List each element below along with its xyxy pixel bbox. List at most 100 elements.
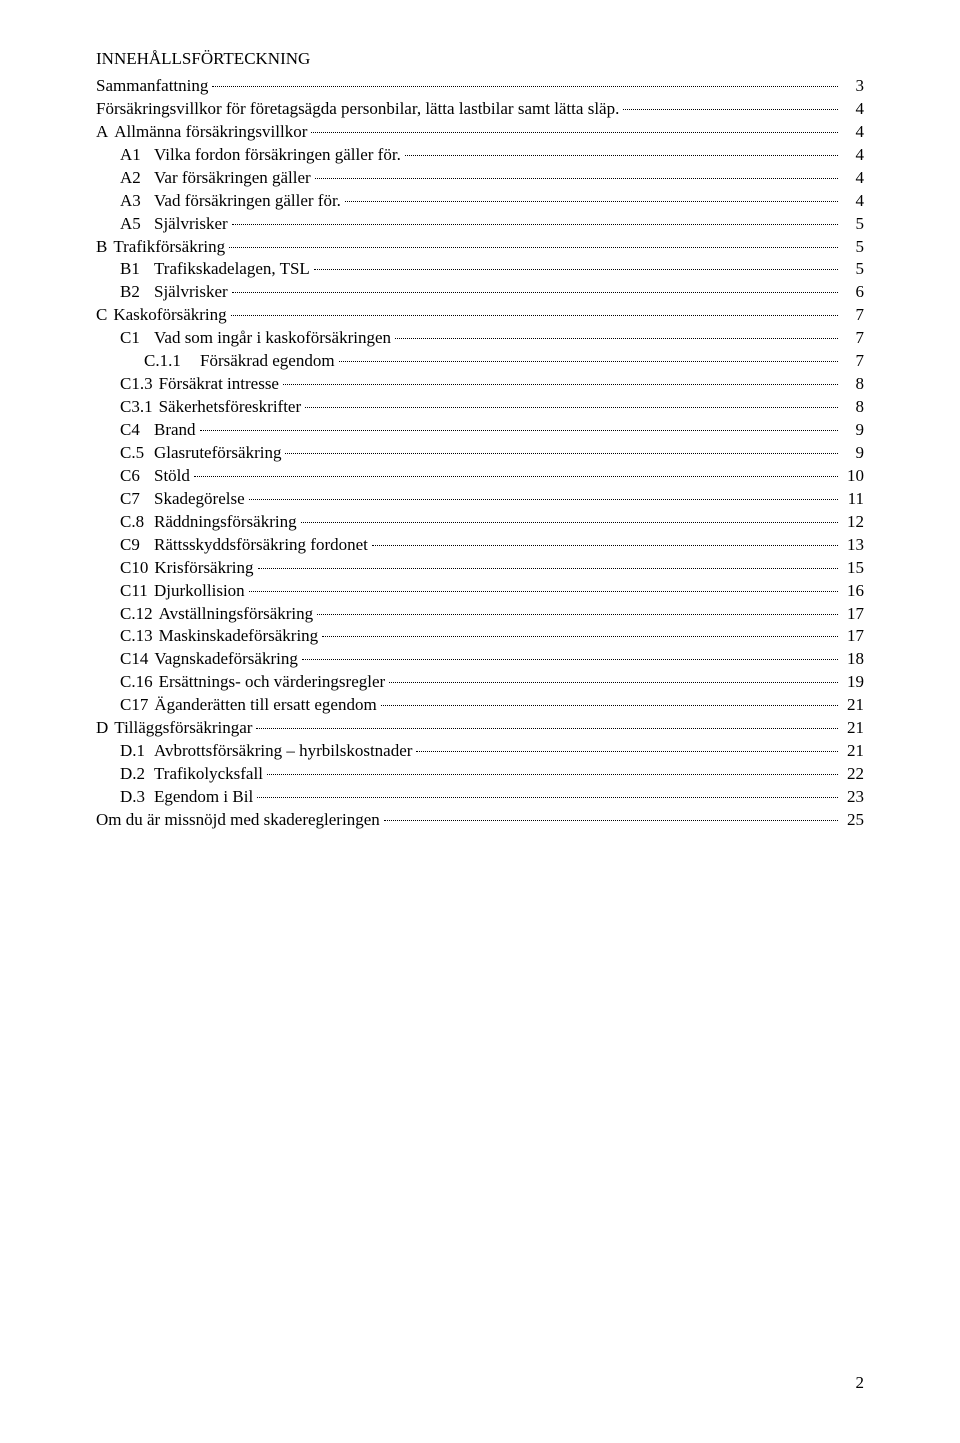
toc-entry: C1Vad som ingår i kaskoförsäkringen 7 xyxy=(96,327,864,350)
toc-entry-code: D.2 xyxy=(120,763,154,786)
page-number: 2 xyxy=(96,1372,864,1395)
toc-entry-code: C xyxy=(96,304,113,327)
toc-heading: INNEHÅLLSFÖRTECKNING xyxy=(96,48,864,71)
toc-entry: C.1.1Försäkrad egendom7 xyxy=(96,350,864,373)
toc-entry-page: 3 xyxy=(840,75,864,98)
toc-leader xyxy=(416,751,838,752)
toc-leader xyxy=(194,476,838,477)
toc-entry-code: C11 xyxy=(120,580,154,603)
toc-entry-label: Rättsskyddsförsäkring fordonet xyxy=(154,534,370,557)
toc-entry-code: C.12 xyxy=(120,603,159,626)
toc-leader xyxy=(395,338,838,339)
toc-entry-label: Maskinskadeförsäkring xyxy=(159,625,321,648)
toc-entry-code: A3 xyxy=(120,190,154,213)
toc-entry: AAllmänna försäkringsvillkor 4 xyxy=(96,121,864,144)
toc-leader xyxy=(200,430,838,431)
toc-leader xyxy=(405,155,838,156)
toc-entry: C14Vagnskadeförsäkring18 xyxy=(96,648,864,671)
toc-entry: D.3Egendom i Bil23 xyxy=(96,786,864,809)
toc-entry-label: Självrisker xyxy=(154,213,230,236)
toc-entry: A3Vad försäkringen gäller för. 4 xyxy=(96,190,864,213)
toc-entry-label: Äganderätten till ersatt egendom xyxy=(154,694,378,717)
toc-entry: DTilläggsförsäkringar21 xyxy=(96,717,864,740)
toc-entry-page: 15 xyxy=(840,557,864,580)
toc-leader xyxy=(212,86,838,87)
toc-entry-code: C4 xyxy=(120,419,154,442)
toc-entry-page: 4 xyxy=(840,144,864,167)
toc-entry: C4Brand9 xyxy=(96,419,864,442)
toc-entry-code: C.13 xyxy=(120,625,159,648)
toc-entry-label: Räddningsförsäkring xyxy=(154,511,299,534)
toc-entry-code: C1 xyxy=(120,327,154,350)
toc-entry-label: Vad som ingår i kaskoförsäkringen xyxy=(154,327,393,350)
toc-entry-page: 10 xyxy=(840,465,864,488)
toc-leader xyxy=(301,522,838,523)
toc-entry-code: A2 xyxy=(120,167,154,190)
toc-entry-page: 5 xyxy=(840,258,864,281)
toc-leader xyxy=(305,407,838,408)
toc-entry-page: 9 xyxy=(840,442,864,465)
toc-entry-page: 13 xyxy=(840,534,864,557)
toc-entry-page: 4 xyxy=(840,190,864,213)
toc-entry-label: Egendom i Bil xyxy=(154,786,255,809)
toc-entry: C6Stöld 10 xyxy=(96,465,864,488)
toc-entry-code: A xyxy=(96,121,114,144)
toc-entry-label: Avställningsförsäkring xyxy=(159,603,316,626)
toc-entry: C.12Avställningsförsäkring17 xyxy=(96,603,864,626)
toc-leader xyxy=(372,545,838,546)
toc-leader xyxy=(314,269,838,270)
toc-leader xyxy=(231,315,838,316)
toc-entry-code: B2 xyxy=(120,281,154,304)
toc-entry-label: Försäkrad egendom xyxy=(200,350,337,373)
toc-entry-label: Var försäkringen gäller xyxy=(154,167,313,190)
toc-entry-code: D.1 xyxy=(120,740,154,763)
toc-entry: Sammanfattning3 xyxy=(96,75,864,98)
toc-entry-code: C6 xyxy=(120,465,154,488)
toc-entry-code: C14 xyxy=(120,648,154,671)
toc-entry: BTrafikförsäkring 5 xyxy=(96,236,864,259)
toc-entry-label: Trafikförsäkring xyxy=(113,236,227,259)
toc-leader xyxy=(267,774,838,775)
toc-entry-label: Vagnskadeförsäkring xyxy=(154,648,300,671)
toc-entry-page: 4 xyxy=(840,167,864,190)
toc-entry: C.16Ersättnings- och värderingsregler19 xyxy=(96,671,864,694)
toc-entry: C3.1Säkerhetsföreskrifter8 xyxy=(96,396,864,419)
toc-entry: Försäkringsvillkor för företagsägda pers… xyxy=(96,98,864,121)
toc-entry: CKaskoförsäkring7 xyxy=(96,304,864,327)
toc-leader xyxy=(623,109,838,110)
toc-entry: C.5Glasruteförsäkring9 xyxy=(96,442,864,465)
toc-entry-page: 4 xyxy=(840,121,864,144)
toc-entry-label: Skadegörelse xyxy=(154,488,247,511)
toc-entry-label: Brand xyxy=(154,419,198,442)
toc-entry-page: 4 xyxy=(840,98,864,121)
toc-entry: B2Självrisker6 xyxy=(96,281,864,304)
toc-leader xyxy=(232,224,838,225)
toc-entry-label: Allmänna försäkringsvillkor xyxy=(114,121,309,144)
toc-entry-code: B xyxy=(96,236,113,259)
toc-leader xyxy=(258,568,839,569)
toc-entry-label: Vad försäkringen gäller för. xyxy=(154,190,343,213)
toc-entry: C.8Räddningsförsäkring12 xyxy=(96,511,864,534)
toc-entry-label: Försäkringsvillkor för företagsägda pers… xyxy=(96,98,621,121)
toc-list: Sammanfattning3Försäkringsvillkor för fö… xyxy=(96,75,864,832)
toc-leader xyxy=(257,797,838,798)
toc-leader xyxy=(339,361,838,362)
toc-entry-code: D xyxy=(96,717,114,740)
toc-entry: C17Äganderätten till ersatt egendom21 xyxy=(96,694,864,717)
toc-entry: D.1Avbrottsförsäkring – hyrbilskostnader… xyxy=(96,740,864,763)
toc-entry-page: 21 xyxy=(840,694,864,717)
toc-entry: A1Vilka fordon försäkringen gäller för.4 xyxy=(96,144,864,167)
toc-entry-page: 5 xyxy=(840,236,864,259)
toc-leader xyxy=(229,247,838,248)
toc-entry-page: 7 xyxy=(840,327,864,350)
toc-entry: C1.3Försäkrat intresse8 xyxy=(96,373,864,396)
toc-entry-label: Stöld xyxy=(154,465,192,488)
toc-entry: C7Skadegörelse11 xyxy=(96,488,864,511)
toc-entry-page: 21 xyxy=(840,717,864,740)
toc-entry-code: C.16 xyxy=(120,671,159,694)
toc-entry-label: Självrisker xyxy=(154,281,230,304)
toc-entry-code: A5 xyxy=(120,213,154,236)
toc-entry-code: C3.1 xyxy=(120,396,159,419)
toc-entry-page: 22 xyxy=(840,763,864,786)
toc-entry-page: 23 xyxy=(840,786,864,809)
